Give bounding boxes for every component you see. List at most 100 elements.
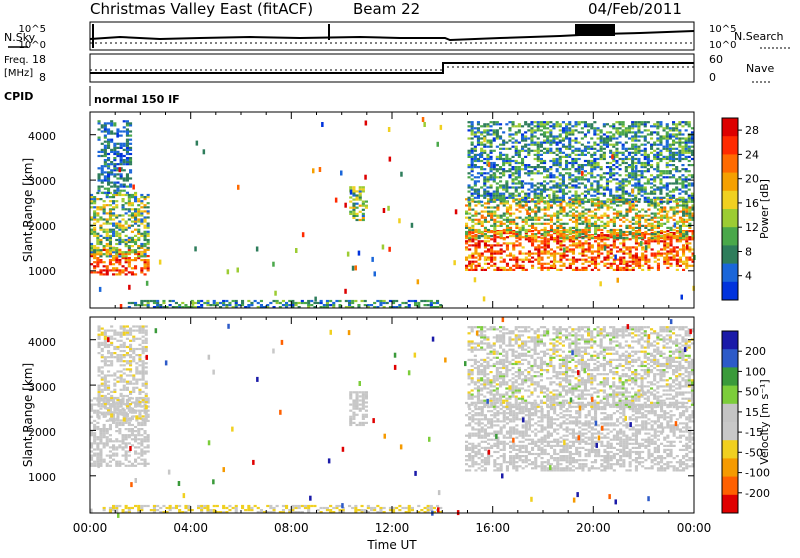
power-cell	[483, 193, 486, 195]
power-cell	[593, 191, 596, 193]
power-cell	[600, 233, 603, 235]
power-cell	[656, 154, 659, 156]
power-cell	[359, 192, 362, 194]
power-cell	[644, 201, 647, 203]
velocity-cell	[129, 362, 132, 364]
power-cell	[653, 150, 656, 152]
power-cell	[615, 172, 618, 174]
power-cell	[137, 225, 140, 227]
power-cell	[101, 151, 104, 153]
power-cell	[644, 250, 647, 252]
power-cell	[622, 158, 625, 160]
power-cell	[568, 176, 571, 178]
power-cell	[612, 197, 615, 199]
power-cell	[96, 263, 99, 265]
power-cell	[96, 241, 99, 243]
power-cell	[96, 243, 99, 245]
power-cell	[659, 125, 662, 127]
power-cell	[468, 201, 471, 203]
velocity-cell	[128, 434, 131, 436]
power-cell	[572, 257, 575, 259]
velocity-cell	[98, 366, 101, 368]
power-cell	[622, 133, 625, 135]
power-cell	[471, 178, 474, 180]
power-cell	[486, 158, 489, 160]
power-cell	[651, 255, 654, 257]
power-cell	[474, 160, 477, 162]
power-cell	[629, 255, 632, 257]
power-cell	[644, 261, 647, 263]
power-cell	[487, 257, 490, 259]
power-cell	[512, 121, 515, 123]
power-cell	[93, 206, 96, 208]
velocity-cell	[118, 430, 121, 432]
velocity-cell	[137, 422, 140, 424]
power-cell	[540, 125, 543, 127]
power-cell	[565, 172, 568, 174]
power-cell	[663, 240, 666, 242]
power-cell	[641, 257, 644, 259]
power-cell	[550, 215, 553, 217]
power-cell	[606, 172, 609, 174]
power-cell	[107, 188, 110, 190]
power-cell	[666, 221, 669, 223]
power-cell	[362, 203, 365, 205]
power-cell	[471, 121, 474, 123]
power-cell	[656, 140, 659, 142]
power-cell	[619, 164, 622, 166]
power-cell	[581, 193, 584, 195]
power-cell	[666, 211, 669, 213]
power-cell	[562, 156, 565, 158]
power-cell	[487, 235, 490, 237]
power-cell	[641, 135, 644, 137]
power-cell	[484, 211, 487, 213]
power-cell	[110, 139, 113, 141]
power-cell	[134, 200, 137, 202]
power-cell	[115, 227, 118, 229]
power-cell	[672, 158, 675, 160]
power-cell	[468, 261, 471, 263]
power-cell	[685, 150, 688, 152]
power-cell	[537, 156, 540, 158]
power-cell	[544, 209, 547, 211]
power-cell	[506, 255, 509, 257]
power-cell	[571, 180, 574, 182]
power-cell	[493, 197, 496, 199]
power-cell	[534, 131, 537, 133]
power-cell	[678, 131, 681, 133]
power-cell	[600, 244, 603, 246]
power-cell	[349, 211, 352, 213]
power-cell	[537, 261, 540, 263]
velocity-cell	[104, 344, 107, 346]
power-cell	[663, 176, 666, 178]
power-cell	[137, 233, 140, 235]
power-cell	[584, 197, 587, 199]
power-cell	[629, 246, 632, 248]
power-cell	[144, 265, 147, 267]
power-cell	[638, 233, 641, 235]
power-cell	[571, 162, 574, 164]
velocity-cell	[120, 389, 123, 391]
power-cell	[109, 200, 112, 202]
power-cell	[106, 243, 109, 245]
power-cell	[556, 182, 559, 184]
power-cell	[559, 248, 562, 250]
power-cell	[499, 148, 502, 150]
power-cell	[622, 182, 625, 184]
power-cell	[505, 123, 508, 125]
power-cell	[483, 123, 486, 125]
velocity-cell	[98, 368, 101, 370]
power-cell	[654, 206, 657, 208]
power-cell	[619, 121, 622, 123]
power-cell	[122, 208, 125, 210]
power-cell	[552, 135, 555, 137]
velocity-cell	[126, 374, 129, 376]
power-cell	[666, 244, 669, 246]
power-cell	[609, 189, 612, 191]
power-cell	[612, 168, 615, 170]
power-cell	[519, 227, 522, 229]
power-cell	[562, 129, 565, 131]
power-cell	[515, 209, 518, 211]
power-cell	[490, 225, 493, 227]
power-cell	[147, 202, 150, 204]
